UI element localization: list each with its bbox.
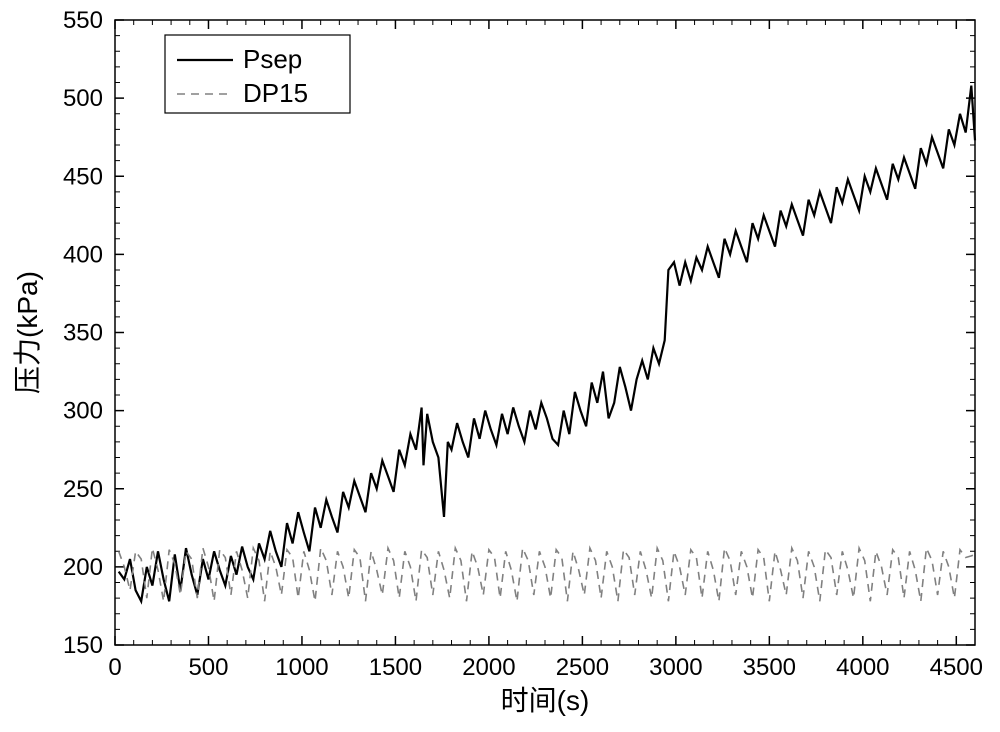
- y-tick-label: 300: [63, 398, 103, 425]
- legend-label: Psep: [243, 44, 302, 74]
- x-tick-label: 4500: [930, 654, 983, 681]
- x-tick-label: 500: [188, 654, 228, 681]
- x-tick-label: 0: [108, 654, 121, 681]
- y-tick-label: 350: [63, 320, 103, 347]
- chart-svg: 0 500 1000 1500 2000 2500 3000 3500 4000 4500 150 2…: [0, 0, 1000, 732]
- x-tick-label: 2500: [556, 654, 609, 681]
- y-tick-label: 400: [63, 241, 103, 268]
- y-tick-label: 250: [63, 476, 103, 503]
- y-tick-label: 450: [63, 163, 103, 190]
- x-tick-label: 1000: [275, 654, 328, 681]
- x-tick-label: 3500: [743, 654, 796, 681]
- y-tick-label: 200: [63, 554, 103, 581]
- x-tick-label: 4000: [836, 654, 889, 681]
- series-psep: [119, 86, 975, 602]
- y-tick-label: 550: [63, 7, 103, 34]
- y-tick-label: 500: [63, 85, 103, 112]
- x-tick-label: 2000: [462, 654, 515, 681]
- x-axis-label: 时间(s): [501, 685, 590, 716]
- y-axis-label: 压力(kPa): [12, 271, 43, 394]
- pressure-time-chart: 0 500 1000 1500 2000 2500 3000 3500 4000 4500 150 2…: [0, 0, 1000, 732]
- y-tick-label: 150: [63, 632, 103, 659]
- x-tick-label: 1500: [369, 654, 422, 681]
- legend-label: DP15: [243, 78, 308, 108]
- series-dp15: [119, 548, 975, 601]
- x-tick-label: 3000: [649, 654, 702, 681]
